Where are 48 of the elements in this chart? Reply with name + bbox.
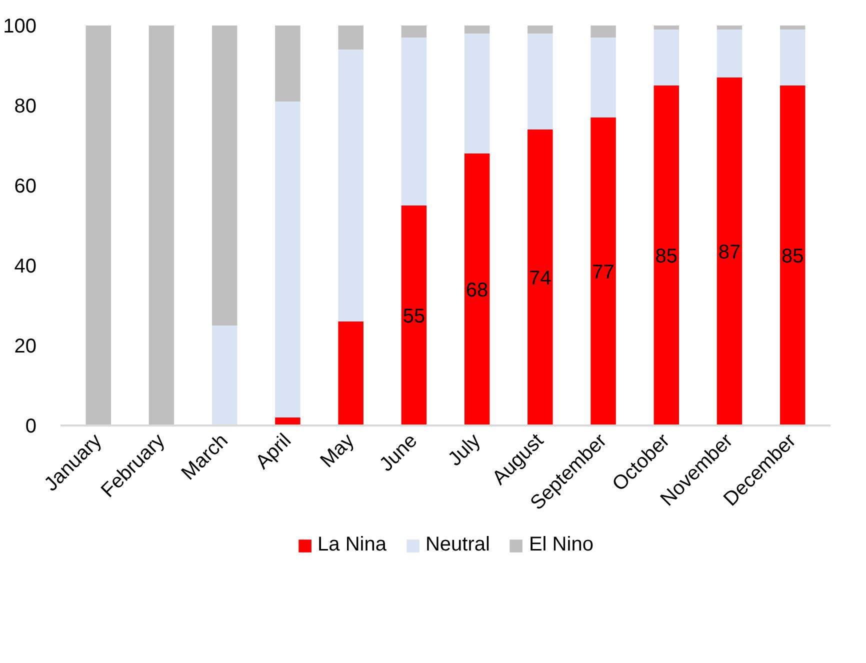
data-label: 68	[466, 280, 488, 302]
bar	[212, 26, 238, 326]
legend-label: La Nina	[318, 534, 386, 556]
legend-label: Neutral	[425, 534, 490, 556]
bar	[338, 26, 364, 50]
bar	[338, 322, 364, 426]
bar	[86, 26, 111, 426]
bar	[212, 326, 238, 426]
bar	[780, 86, 806, 426]
y-tick-label: 80	[14, 96, 37, 118]
legend-label: El Nino	[528, 534, 594, 556]
data-label: 55	[402, 306, 426, 328]
y-tick-label: 100	[3, 16, 37, 38]
bar	[590, 38, 616, 118]
data-label: 77	[592, 262, 614, 284]
data-label: 87	[718, 242, 741, 264]
bar	[401, 38, 427, 206]
x-tick-label: July	[444, 430, 485, 470]
bar	[464, 26, 490, 34]
bar	[780, 26, 806, 30]
bar	[528, 34, 553, 130]
bar	[780, 30, 806, 86]
y-tick-label: 60	[14, 176, 37, 198]
bar	[338, 50, 364, 322]
bar	[654, 30, 680, 86]
y-tick-label: 20	[14, 336, 37, 358]
bar	[528, 130, 553, 426]
y-tick-label: 40	[14, 256, 37, 278]
bar	[401, 206, 427, 426]
bar	[590, 26, 616, 38]
bar	[464, 34, 490, 154]
bar	[590, 118, 616, 426]
bar	[401, 26, 427, 38]
data-label: 85	[782, 246, 804, 268]
bar	[716, 30, 742, 78]
bar	[528, 26, 553, 34]
bar	[654, 26, 680, 30]
bar	[716, 78, 742, 426]
bar	[275, 102, 300, 418]
bar	[464, 154, 490, 426]
bar	[275, 26, 300, 102]
data-label: 74	[529, 268, 552, 290]
y-tick-label: 0	[25, 416, 36, 438]
bar	[716, 26, 742, 30]
x-tick-label: May	[316, 430, 359, 472]
bar	[654, 86, 680, 426]
data-label: 85	[655, 246, 678, 268]
bar	[148, 26, 174, 426]
